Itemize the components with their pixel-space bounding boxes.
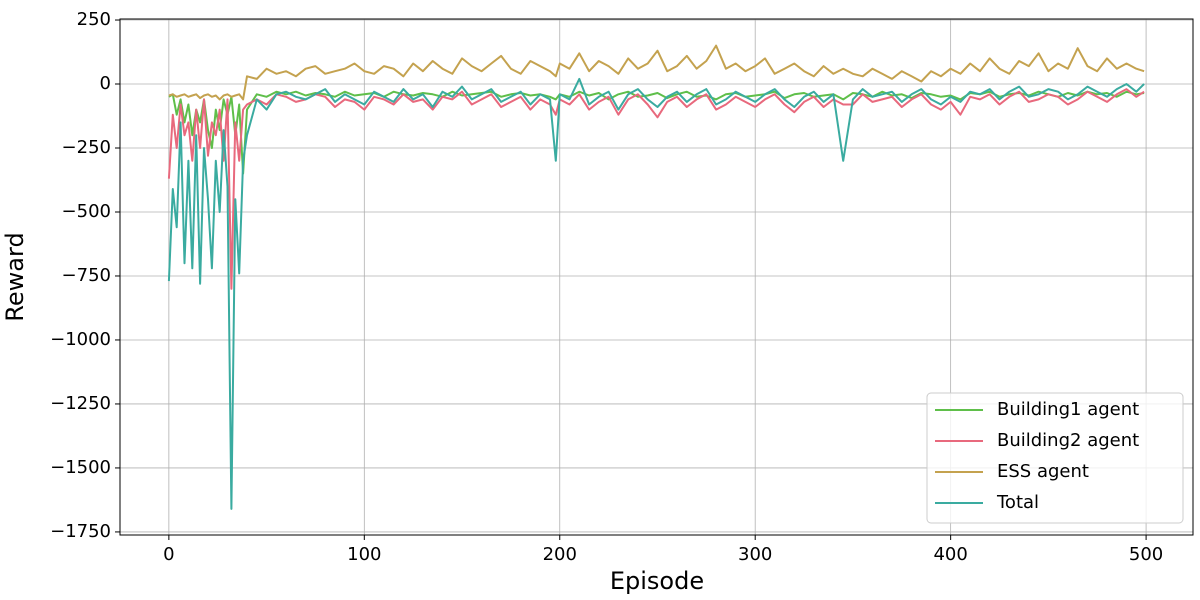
x-tick-label: 100: [347, 544, 381, 565]
y-tick-label: 0: [100, 73, 111, 94]
y-tick-label: −1250: [50, 393, 111, 414]
plot-frame: [119, 18, 1194, 536]
y-axis-label: Reward: [1, 232, 29, 321]
legend-label: Total: [996, 492, 1039, 513]
y-tick-label: −750: [62, 265, 111, 286]
legend: Building1 agent Building2 agent ESS agent T…: [926, 392, 1184, 524]
y-tick-label: −500: [62, 201, 111, 222]
x-tick-label: 200: [543, 544, 577, 565]
x-tick-label: 0: [163, 544, 174, 565]
legend-label: Building2 agent: [997, 430, 1139, 451]
legend-box: [926, 392, 1184, 524]
series-line: [167, 88, 1145, 290]
y-tick-label: −1000: [50, 329, 111, 350]
x-tick-label: 400: [933, 544, 967, 565]
legend-label: Building1 agent: [997, 399, 1139, 420]
series-line: [168, 44, 1145, 101]
x-tick-label: 300: [738, 544, 772, 565]
y-tick-label: 250: [77, 9, 111, 30]
y-tick-label: −1500: [50, 457, 111, 478]
x-tick-label: 500: [1129, 544, 1163, 565]
x-axis-label: Episode: [610, 567, 704, 595]
y-tick-label: −250: [62, 137, 111, 158]
series-line: [167, 77, 1145, 510]
y-tick-label: −1750: [50, 521, 111, 542]
legend-label: ESS agent: [997, 461, 1089, 482]
